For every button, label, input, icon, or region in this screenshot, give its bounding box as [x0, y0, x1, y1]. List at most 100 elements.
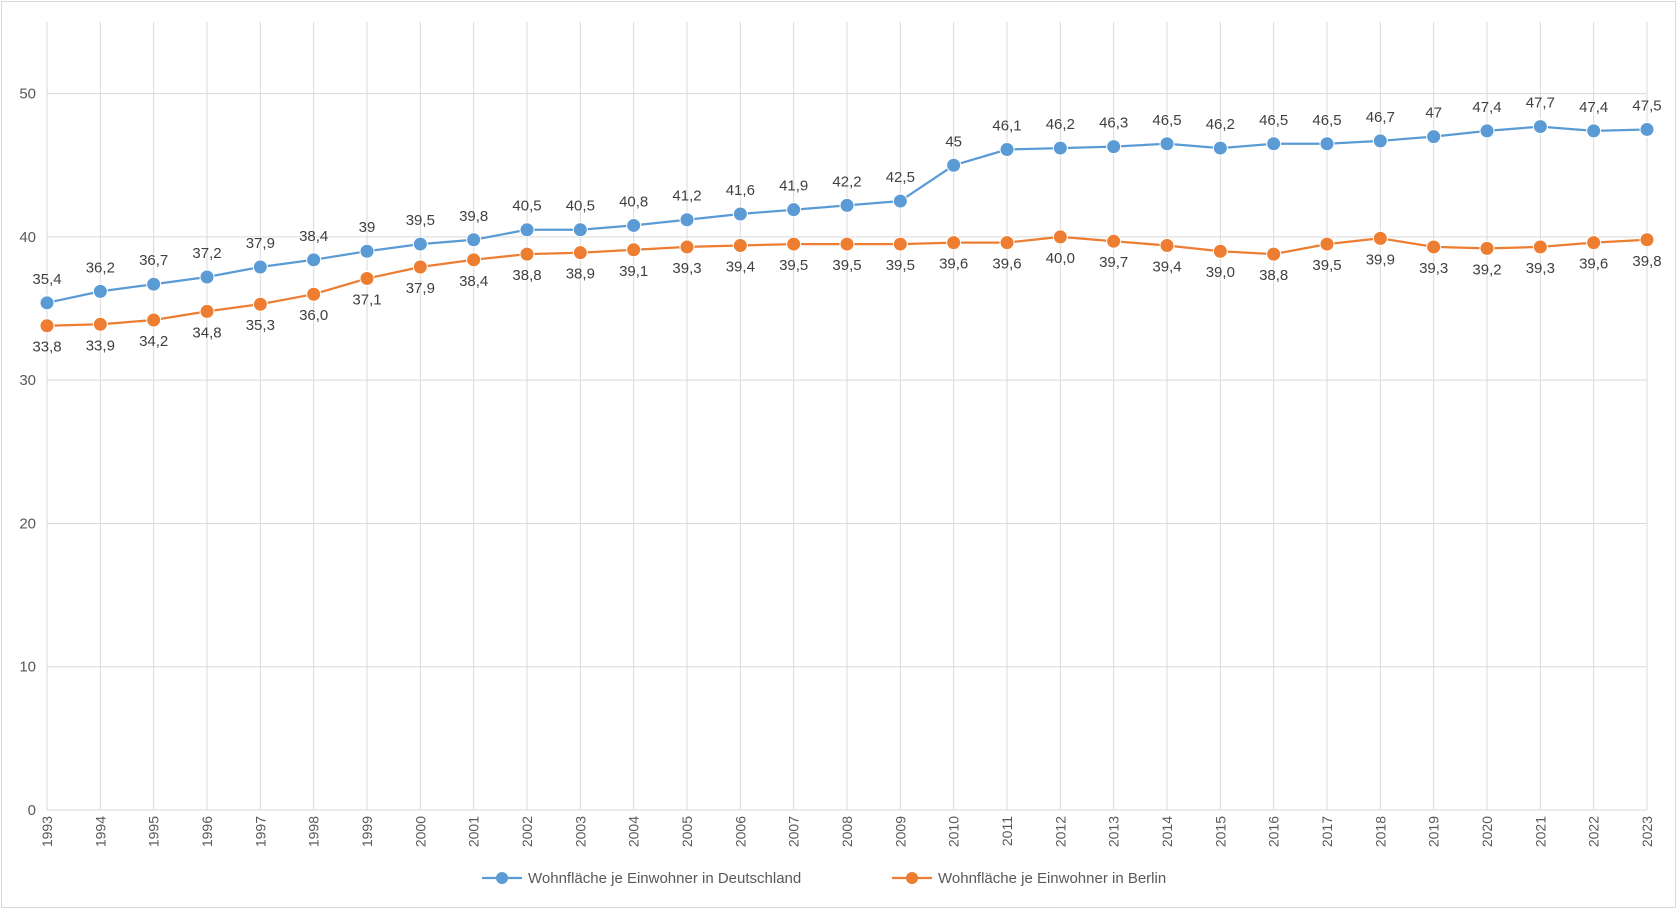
x-axis-ticks: 1993 1994 1995 1996 1997 1998 1999 2000 2001 2002…	[39, 816, 1655, 847]
data-point	[1106, 233, 1122, 249]
data-label: 39,4	[726, 259, 755, 276]
data-point	[39, 295, 55, 311]
x-tick-label: 2009	[892, 816, 908, 847]
data-point	[1212, 243, 1228, 259]
data-point	[679, 212, 695, 228]
x-tick-label: 2012	[1052, 816, 1068, 847]
data-point	[626, 217, 642, 233]
data-point	[732, 206, 748, 222]
data-point	[572, 245, 588, 261]
data-label: 47,4	[1579, 99, 1608, 116]
x-tick-label: 2004	[626, 816, 642, 847]
data-label: 36,2	[86, 259, 115, 276]
data-label: 47,5	[1632, 97, 1661, 114]
data-point	[1159, 136, 1175, 152]
data-point	[1052, 140, 1068, 156]
data-label: 38,4	[299, 228, 328, 245]
x-tick-label: 2015	[1212, 816, 1228, 847]
gridlines	[46, 22, 1648, 811]
data-point	[412, 236, 428, 252]
data-label: 37,9	[246, 235, 275, 252]
data-point	[252, 296, 268, 312]
data-label: 34,2	[139, 333, 168, 350]
data-label: 39,3	[1526, 260, 1555, 277]
data-label: 39,3	[1419, 260, 1448, 277]
data-label: 40,8	[619, 193, 648, 210]
y-tick-label: 30	[19, 372, 36, 389]
data-label: 46,3	[1099, 115, 1128, 132]
data-point	[1266, 246, 1282, 262]
data-point	[572, 222, 588, 238]
data-point	[146, 276, 162, 292]
y-tick-label: 50	[19, 86, 36, 103]
data-point	[92, 316, 108, 332]
data-label: 33,9	[86, 337, 115, 354]
data-point	[1426, 239, 1442, 255]
data-label: 39	[359, 219, 376, 236]
data-point	[1532, 239, 1548, 255]
data-label: 46,7	[1366, 109, 1395, 126]
data-label: 39,5	[1312, 257, 1341, 274]
data-point	[1159, 238, 1175, 254]
data-label: 35,4	[32, 271, 61, 288]
data-label: 40,5	[512, 198, 541, 215]
data-label: 35,3	[246, 317, 275, 334]
data-point	[359, 270, 375, 286]
data-label: 39,5	[832, 257, 861, 274]
data-label: 39,1	[619, 263, 648, 280]
y-tick-label: 40	[19, 229, 36, 246]
data-label: 39,9	[1366, 251, 1395, 268]
data-point	[359, 243, 375, 259]
data-point	[1479, 123, 1495, 139]
data-label: 39,6	[992, 256, 1021, 273]
data-label: 38,8	[1259, 267, 1288, 284]
data-label: 38,4	[459, 273, 488, 290]
data-label: 42,5	[886, 169, 915, 186]
data-point	[679, 239, 695, 255]
data-point	[1106, 139, 1122, 155]
x-tick-label: 2001	[466, 816, 482, 847]
x-tick-label: 2014	[1159, 816, 1175, 847]
x-tick-label: 2020	[1479, 816, 1495, 847]
x-tick-label: 2019	[1426, 816, 1442, 847]
data-point	[1639, 121, 1655, 137]
data-point	[199, 303, 215, 319]
y-tick-label: 20	[19, 515, 36, 532]
y-tick-label: 0	[28, 802, 36, 819]
data-label: 39,5	[886, 257, 915, 274]
data-label: 41,2	[672, 188, 701, 205]
data-label: 40,5	[566, 198, 595, 215]
data-label: 47	[1425, 105, 1442, 122]
x-tick-label: 2021	[1532, 816, 1548, 847]
data-point	[786, 236, 802, 252]
data-label: 46,5	[1152, 112, 1181, 129]
data-point	[1479, 240, 1495, 256]
data-point	[946, 157, 962, 173]
data-point	[1266, 136, 1282, 152]
data-label: 36,7	[139, 252, 168, 269]
data-point	[1586, 123, 1602, 139]
data-point	[1639, 232, 1655, 248]
x-tick-label: 2016	[1266, 816, 1282, 847]
data-point	[519, 222, 535, 238]
data-point	[1426, 129, 1442, 145]
data-point	[892, 236, 908, 252]
x-tick-label: 1998	[306, 816, 322, 847]
data-label: 34,8	[192, 324, 221, 341]
data-point	[1532, 119, 1548, 135]
data-label: 47,7	[1526, 95, 1555, 112]
x-tick-label: 2002	[519, 816, 535, 847]
data-label: 39,5	[779, 257, 808, 274]
x-tick-label: 2007	[786, 816, 802, 847]
data-point	[1212, 140, 1228, 156]
data-point	[92, 283, 108, 299]
data-label: 46,5	[1312, 112, 1341, 129]
legend-marker	[496, 872, 508, 884]
data-label: 39,7	[1099, 254, 1128, 271]
data-point	[306, 286, 322, 302]
x-tick-label: 2005	[679, 816, 695, 847]
data-label: 40,0	[1046, 250, 1075, 267]
data-point	[1372, 230, 1388, 246]
data-point	[519, 246, 535, 262]
